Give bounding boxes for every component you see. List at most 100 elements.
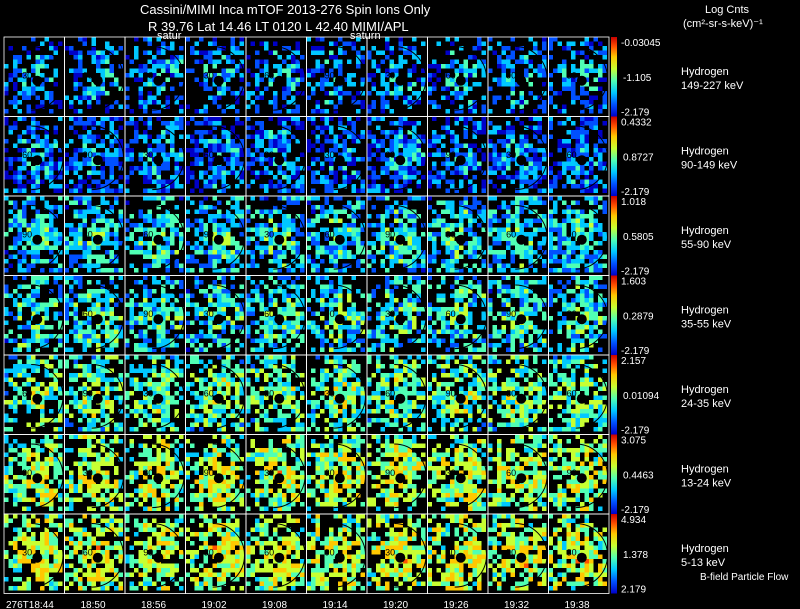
- time-label: 19:38: [565, 600, 590, 609]
- colorbar-min-label: -2.179: [621, 346, 650, 357]
- image-cell: 30: [3, 275, 65, 356]
- image-cell: 30: [64, 434, 126, 515]
- bfield-note: B-field Particle Flow: [700, 572, 789, 583]
- image-cell: 30: [124, 116, 186, 197]
- image-cell: 60: [185, 354, 247, 435]
- contour-label: 60: [264, 547, 274, 557]
- image-cell: 90: [185, 195, 247, 276]
- colorbar: [611, 37, 617, 117]
- contour-label: 90: [143, 309, 153, 319]
- image-cell: 60: [306, 195, 368, 276]
- colorbar-max-label: 1.603: [621, 277, 646, 288]
- image-cell: 90: [548, 434, 610, 515]
- contour-label: 90: [567, 468, 577, 478]
- contour-label: 60: [204, 388, 214, 398]
- contour-label: 60: [83, 70, 93, 80]
- contour-label: 30: [83, 229, 93, 239]
- contour-label: 90: [22, 468, 32, 478]
- colorbar-max-label: 2.157: [621, 356, 646, 367]
- contour-label: 90: [204, 229, 214, 239]
- energy-range-label: 149-227 keV: [681, 80, 744, 92]
- contour-label: 30: [204, 309, 214, 319]
- contour-label: 30: [567, 309, 577, 319]
- contour-label: 90: [143, 70, 153, 80]
- contour-label: 30: [83, 468, 93, 478]
- contour-label: 30: [446, 229, 456, 239]
- image-cell: 60: [245, 36, 307, 117]
- time-label: 19:26: [444, 600, 469, 609]
- energy-range-label: 13-24 keV: [681, 478, 732, 490]
- image-cell: 30: [548, 513, 610, 594]
- legend-title: Log Cnts: [705, 4, 750, 16]
- time-label: 19:32: [504, 600, 529, 609]
- image-cell: 60: [427, 513, 489, 594]
- image-cell: 90: [487, 36, 549, 117]
- contour-label: 30: [22, 547, 32, 557]
- contour-label: 60: [83, 547, 93, 557]
- image-cell: 60: [64, 275, 126, 356]
- image-cell: 30: [64, 195, 126, 276]
- orbit-info: R 39.76 Lat 14.46 LT 0120 L 42.40 MIMI/A…: [148, 19, 409, 34]
- contour-label: 90: [506, 309, 516, 319]
- legend-units: (cm²-sr-s-keV)⁻¹: [683, 18, 763, 30]
- colorbar-max-label: 0.4332: [621, 118, 652, 129]
- image-cell: 90: [64, 116, 126, 197]
- colorbar-mid-label: 0.2879: [623, 311, 654, 322]
- image-cell: 30: [487, 354, 549, 435]
- image-cell: 90: [306, 275, 368, 356]
- time-label: 19:02: [202, 600, 227, 609]
- species-label: Hydrogen: [681, 225, 729, 237]
- colorbar-mid-label: 0.4463: [623, 470, 654, 481]
- image-cell: 30: [3, 513, 65, 594]
- contour-label: 60: [204, 150, 214, 160]
- colorbar: [611, 116, 617, 196]
- colorbar-mid-label: 0.5805: [623, 232, 654, 243]
- contour-label: 60: [506, 229, 516, 239]
- image-cell: 90: [245, 116, 307, 197]
- chart-title: Cassini/MIMI Inca mTOF 2013-276 Spin Ion…: [140, 2, 431, 17]
- time-label: 18:56: [141, 600, 166, 609]
- contour-label: 90: [264, 150, 274, 160]
- contour-label: 90: [325, 309, 335, 319]
- contour-label: 30: [506, 388, 516, 398]
- species-label: Hydrogen: [681, 543, 729, 555]
- image-cell: 60: [124, 195, 186, 276]
- energy-range-label: 5-13 keV: [681, 557, 726, 569]
- colorbar-mid-label: 0.01094: [623, 391, 660, 402]
- colorbar-max-label: 3.075: [621, 436, 646, 447]
- image-cell: 60: [3, 116, 65, 197]
- image-cell: 60: [245, 513, 307, 594]
- colorbar-min-label: 2.179: [621, 585, 646, 596]
- image-cell: 90: [306, 513, 368, 594]
- colorbar: [611, 196, 617, 276]
- image-cell: 30: [487, 116, 549, 197]
- image-cell: 30: [185, 513, 247, 594]
- contour-label: 30: [385, 547, 395, 557]
- contour-label: 30: [264, 229, 274, 239]
- colorbar-mid-label: -1.105: [623, 73, 652, 84]
- time-label: 19:20: [383, 600, 408, 609]
- image-cell: 90: [124, 275, 186, 356]
- contour-label: 90: [83, 388, 93, 398]
- energy-range-label: 24-35 keV: [681, 398, 732, 410]
- image-cell: 60: [487, 434, 549, 515]
- contour-label: 60: [446, 309, 456, 319]
- image-cell: 90: [548, 195, 610, 276]
- time-label: 18:50: [81, 600, 106, 609]
- image-cell: 90: [427, 354, 489, 435]
- contour-label: 30: [325, 388, 335, 398]
- contour-label: 60: [446, 547, 456, 557]
- image-cell: 90: [366, 195, 428, 276]
- image-cell: 90: [306, 36, 368, 117]
- colorbar-min-label: -2.179: [621, 108, 650, 119]
- contour-label: 60: [385, 150, 395, 160]
- species-label: Hydrogen: [681, 66, 729, 78]
- image-cell: 60: [185, 116, 247, 197]
- contour-label: 90: [264, 388, 274, 398]
- image-cell: 60: [124, 434, 186, 515]
- image-cell: 30: [306, 116, 368, 197]
- contour-label: 30: [22, 70, 32, 80]
- image-cell: 90: [366, 434, 428, 515]
- image-cell: 60: [64, 513, 126, 594]
